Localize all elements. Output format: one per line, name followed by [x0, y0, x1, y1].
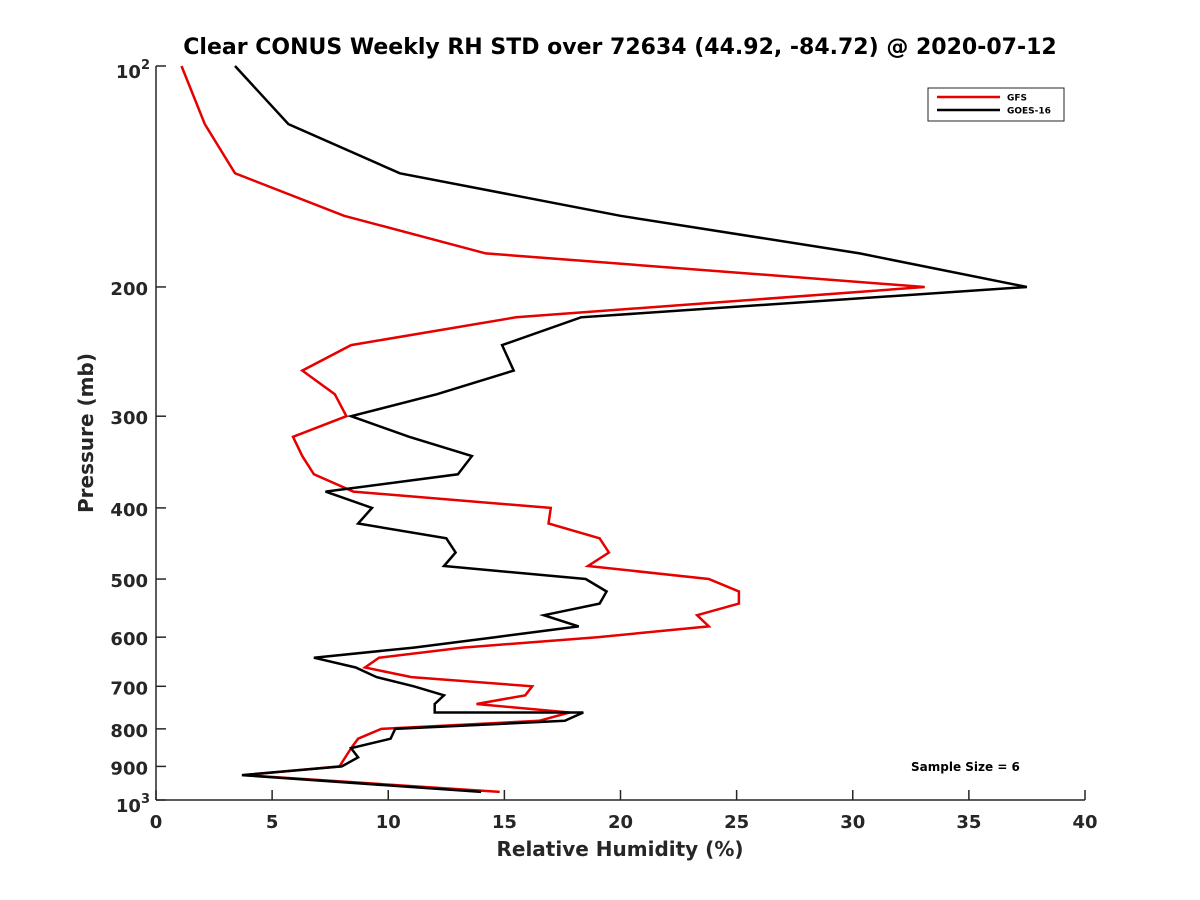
legend: GFS GOES-16 — [927, 87, 1065, 122]
x-tick-label: 20 — [608, 812, 633, 833]
y-tick-label: 103 — [116, 792, 150, 817]
legend-label: GOES-16 — [1007, 107, 1051, 117]
y-axis-label: Pressure (mb) — [74, 353, 98, 513]
chart-title: Clear CONUS Weekly RH STD over 72634 (44… — [183, 35, 1056, 60]
y-tick-label: 400 — [110, 500, 148, 521]
y-tick-label: 500 — [110, 571, 148, 592]
sample-size-annotation: Sample Size = 6 — [911, 760, 1020, 774]
x-tick-label: 0 — [150, 812, 163, 833]
series-line-gfs — [180, 65, 925, 794]
x-tick-label: 10 — [376, 812, 401, 833]
y-tick-label: 800 — [110, 721, 148, 742]
y-tick-label: 900 — [110, 758, 148, 779]
x-tick-label: 30 — [840, 812, 865, 833]
x-tick-label: 40 — [1072, 812, 1097, 833]
y-tick-label: 700 — [110, 678, 148, 699]
x-ticks: 0 5 10 15 20 25 30 35 40 — [150, 790, 1098, 833]
x-tick-label: 25 — [724, 812, 749, 833]
x-axis-label: Relative Humidity (%) — [496, 837, 743, 861]
legend-box — [927, 87, 1065, 122]
x-tick-label: 35 — [956, 812, 981, 833]
y-ticks: 102 200 300 400 500 600 700 800 900 103 — [110, 58, 166, 817]
y-tick-label: 300 — [110, 408, 148, 429]
x-tick-label: 15 — [492, 812, 517, 833]
y-tick-label: 600 — [110, 629, 148, 650]
y-tick-label: 200 — [110, 279, 148, 300]
x-tick-label: 5 — [266, 812, 279, 833]
legend-label: GFS — [1007, 94, 1027, 104]
series-line-goes-16 — [234, 65, 1028, 794]
y-tick-label: 102 — [116, 58, 150, 83]
plot-lines — [180, 65, 1028, 794]
